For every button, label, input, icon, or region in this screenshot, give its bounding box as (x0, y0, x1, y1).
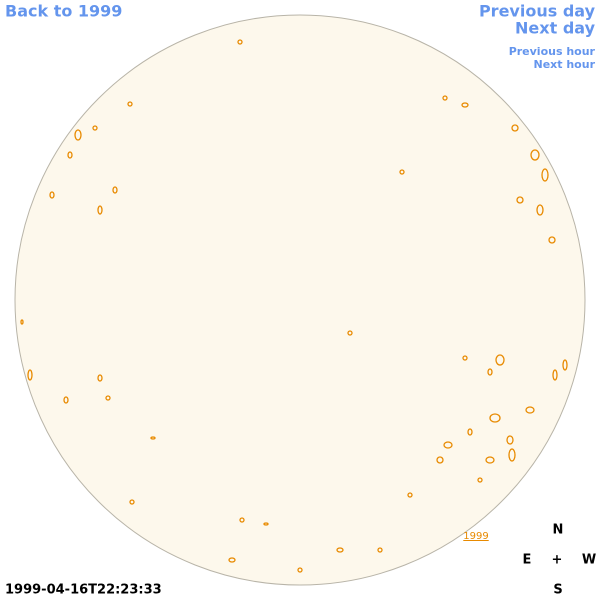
magnetic-contour (228, 557, 236, 563)
magnetic-contour (541, 168, 549, 182)
magnetic-contour (112, 186, 118, 194)
year-link[interactable]: 1999 (463, 531, 488, 542)
timestamp: 1999-04-16T22:23:33 (5, 583, 162, 598)
magnetic-contour (562, 359, 568, 371)
magnetic-contour (461, 102, 469, 108)
magnetic-contour (97, 205, 103, 215)
magnetic-contour (487, 368, 493, 376)
magnetic-contour (74, 129, 82, 141)
magnetic-contour (489, 413, 501, 423)
magnetic-contour (49, 191, 55, 199)
magnetic-contour (105, 395, 111, 401)
magnetic-contour (552, 369, 558, 381)
magnetic-contour (462, 355, 468, 361)
magnetic-contour (495, 354, 505, 366)
compass-north: N (553, 523, 564, 538)
magnetic-contour (67, 151, 73, 159)
next-day-link[interactable]: Next day (515, 19, 596, 38)
magnetic-contour (127, 101, 133, 107)
magnetic-contour (443, 441, 453, 449)
magnetic-contour (27, 369, 33, 381)
magnetic-contour (467, 428, 473, 436)
compass-west: W (582, 553, 596, 568)
magnetic-contour (63, 396, 69, 404)
solar-disk (14, 14, 586, 586)
magnetic-contour (477, 477, 483, 483)
magnetic-contour (237, 39, 243, 45)
magnetic-contour (506, 435, 514, 445)
magnetic-contour (129, 499, 135, 505)
magnetic-contour (436, 456, 444, 464)
magnetic-contour (525, 406, 535, 414)
magnetic-contour (530, 149, 540, 161)
magnetic-contour (297, 567, 303, 573)
magnetic-contour (150, 436, 156, 440)
magnetic-contour (377, 547, 383, 553)
compass-east: E (523, 553, 532, 568)
previous-day-link[interactable]: Previous day (479, 2, 596, 21)
magnetic-features (20, 39, 568, 573)
compass-south: S (553, 583, 562, 598)
magnetic-contour (97, 374, 103, 382)
magnetic-contour (263, 522, 269, 526)
magnetic-contour (536, 204, 544, 216)
previous-hour-link[interactable]: Previous hour (509, 45, 596, 58)
back-link[interactable]: Back to 1999 (5, 2, 122, 21)
magnetic-contour (516, 196, 524, 204)
magnetic-contour (239, 517, 245, 523)
magnetic-contour (20, 319, 24, 325)
magnetic-contour (508, 448, 516, 462)
magnetic-contour (336, 547, 344, 553)
magnetic-contour (511, 124, 519, 132)
magnetic-contour (347, 330, 353, 336)
magnetic-contour (548, 236, 556, 244)
magnetic-contour (407, 492, 413, 498)
compass-center: + (552, 553, 563, 568)
magnetic-contour (399, 169, 405, 175)
magnetic-contour (92, 125, 98, 131)
magnetic-contour (485, 456, 495, 464)
magnetic-contour (442, 95, 448, 101)
next-hour-link[interactable]: Next hour (534, 58, 596, 71)
